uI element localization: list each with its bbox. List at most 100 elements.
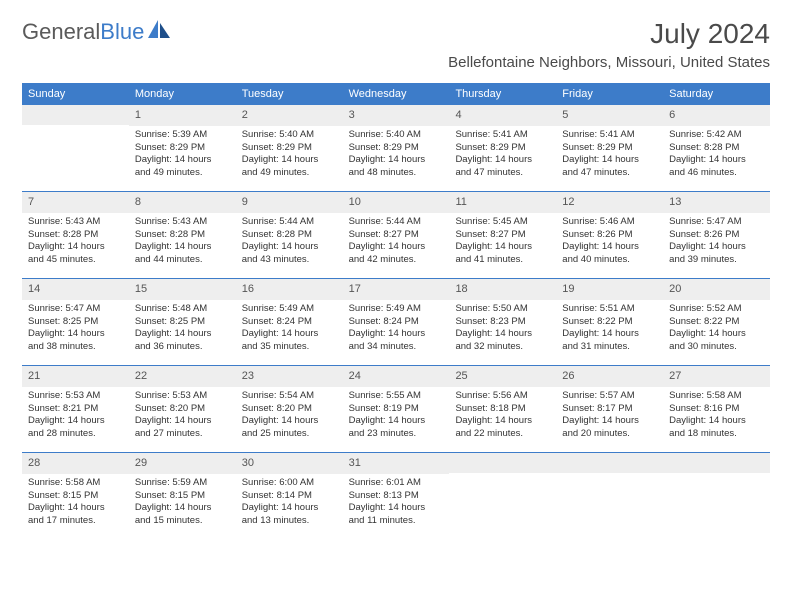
sunset-text: Sunset: 8:25 PM	[28, 316, 123, 329]
daylight-text: Daylight: 14 hours and 22 minutes.	[455, 415, 550, 441]
month-title: July 2024	[448, 18, 770, 50]
sunset-text: Sunset: 8:26 PM	[562, 229, 657, 242]
logo-sail-icon	[146, 18, 172, 45]
day-cell	[22, 105, 129, 191]
sunrise-text: Sunrise: 5:54 AM	[242, 390, 337, 403]
sunset-text: Sunset: 8:13 PM	[349, 490, 444, 503]
sunset-text: Sunset: 8:22 PM	[562, 316, 657, 329]
day-cell: 16Sunrise: 5:49 AMSunset: 8:24 PMDayligh…	[236, 279, 343, 365]
sunrise-text: Sunrise: 5:48 AM	[135, 303, 230, 316]
day-body: Sunrise: 5:53 AMSunset: 8:21 PMDaylight:…	[22, 387, 129, 447]
day-number: 6	[663, 105, 770, 126]
day-number: 21	[22, 366, 129, 387]
logo-part1: General	[22, 19, 100, 44]
daylight-text: Daylight: 14 hours and 46 minutes.	[669, 154, 764, 180]
day-body: Sunrise: 5:45 AMSunset: 8:27 PMDaylight:…	[449, 213, 556, 273]
day-body: Sunrise: 5:43 AMSunset: 8:28 PMDaylight:…	[129, 213, 236, 273]
day-cell: 15Sunrise: 5:48 AMSunset: 8:25 PMDayligh…	[129, 279, 236, 365]
week-row: 14Sunrise: 5:47 AMSunset: 8:25 PMDayligh…	[22, 278, 770, 365]
sunrise-text: Sunrise: 5:58 AM	[28, 477, 123, 490]
daylight-text: Daylight: 14 hours and 47 minutes.	[562, 154, 657, 180]
sunset-text: Sunset: 8:28 PM	[28, 229, 123, 242]
day-cell: 4Sunrise: 5:41 AMSunset: 8:29 PMDaylight…	[449, 105, 556, 191]
daylight-text: Daylight: 14 hours and 42 minutes.	[349, 241, 444, 267]
day-body: Sunrise: 5:44 AMSunset: 8:28 PMDaylight:…	[236, 213, 343, 273]
day-number: 9	[236, 192, 343, 213]
sunrise-text: Sunrise: 5:43 AM	[28, 216, 123, 229]
daylight-text: Daylight: 14 hours and 38 minutes.	[28, 328, 123, 354]
day-cell: 13Sunrise: 5:47 AMSunset: 8:26 PMDayligh…	[663, 192, 770, 278]
day-cell: 7Sunrise: 5:43 AMSunset: 8:28 PMDaylight…	[22, 192, 129, 278]
day-header-cell: Sunday	[22, 83, 129, 105]
day-number: 19	[556, 279, 663, 300]
daylight-text: Daylight: 14 hours and 28 minutes.	[28, 415, 123, 441]
sunset-text: Sunset: 8:28 PM	[669, 142, 764, 155]
week-row: 28 Sunrise: 5:58 AMSunset: 8:15 PMDayligh…	[22, 452, 770, 539]
day-number	[663, 453, 770, 473]
daylight-text: Daylight: 14 hours and 20 minutes.	[562, 415, 657, 441]
sunrise-text: Sunrise: 5:56 AM	[455, 390, 550, 403]
day-body: Sunrise: 5:40 AMSunset: 8:29 PMDaylight:…	[343, 126, 450, 186]
sunrise-text: Sunrise: 5:47 AM	[28, 303, 123, 316]
sunrise-text: Sunrise: 5:49 AM	[242, 303, 337, 316]
daylight-text: Daylight: 14 hours and 40 minutes.	[562, 241, 657, 267]
day-number: 30	[236, 453, 343, 474]
logo-text: GeneralBlue	[22, 19, 144, 45]
day-body: Sunrise: 5:44 AMSunset: 8:27 PMDaylight:…	[343, 213, 450, 273]
day-number: 4	[449, 105, 556, 126]
day-body: Sunrise: 5:39 AMSunset: 8:29 PMDaylight:…	[129, 126, 236, 186]
sunset-text: Sunset: 8:23 PM	[455, 316, 550, 329]
daylight-text: Daylight: 14 hours and 43 minutes.	[242, 241, 337, 267]
day-body: Sunrise: 5:57 AMSunset: 8:17 PMDaylight:…	[556, 387, 663, 447]
day-cell: 22Sunrise: 5:53 AMSunset: 8:20 PMDayligh…	[129, 366, 236, 452]
header-right: July 2024 Bellefontaine Neighbors, Misso…	[448, 18, 770, 71]
page-header: GeneralBlue July 2024 Bellefontaine Neig…	[22, 18, 770, 71]
sunset-text: Sunset: 8:15 PM	[28, 490, 123, 503]
day-number	[22, 105, 129, 125]
day-number: 10	[343, 192, 450, 213]
sunset-text: Sunset: 8:29 PM	[455, 142, 550, 155]
day-cell: 12Sunrise: 5:46 AMSunset: 8:26 PMDayligh…	[556, 192, 663, 278]
day-body: Sunrise: 5:50 AMSunset: 8:23 PMDaylight:…	[449, 300, 556, 360]
sunset-text: Sunset: 8:20 PM	[242, 403, 337, 416]
day-cell: 11Sunrise: 5:45 AMSunset: 8:27 PMDayligh…	[449, 192, 556, 278]
sunset-text: Sunset: 8:16 PM	[669, 403, 764, 416]
sunset-text: Sunset: 8:28 PM	[242, 229, 337, 242]
sunset-text: Sunset: 8:29 PM	[135, 142, 230, 155]
day-cell: 26Sunrise: 5:57 AMSunset: 8:17 PMDayligh…	[556, 366, 663, 452]
sunrise-text: Sunrise: 6:01 AM	[349, 477, 444, 490]
day-body: Sunrise: 5:54 AMSunset: 8:20 PMDaylight:…	[236, 387, 343, 447]
day-body: Sunrise: 5:42 AMSunset: 8:28 PMDaylight:…	[663, 126, 770, 186]
day-cell: 2Sunrise: 5:40 AMSunset: 8:29 PMDaylight…	[236, 105, 343, 191]
daylight-text: Daylight: 14 hours and 41 minutes.	[455, 241, 550, 267]
sunset-text: Sunset: 8:27 PM	[349, 229, 444, 242]
sunset-text: Sunset: 8:24 PM	[242, 316, 337, 329]
sunrise-text: Sunrise: 5:58 AM	[669, 390, 764, 403]
sunset-text: Sunset: 8:29 PM	[242, 142, 337, 155]
sunset-text: Sunset: 8:18 PM	[455, 403, 550, 416]
daylight-text: Daylight: 14 hours and 17 minutes.	[28, 502, 123, 528]
sunrise-text: Sunrise: 5:49 AM	[349, 303, 444, 316]
daylight-text: Daylight: 14 hours and 35 minutes.	[242, 328, 337, 354]
day-number: 5	[556, 105, 663, 126]
day-body: Sunrise: 5:59 AMSunset: 8:15 PMDaylight:…	[129, 474, 236, 534]
day-body: Sunrise: 5:51 AMSunset: 8:22 PMDaylight:…	[556, 300, 663, 360]
sunset-text: Sunset: 8:24 PM	[349, 316, 444, 329]
day-header-row: SundayMondayTuesdayWednesdayThursdayFrid…	[22, 83, 770, 105]
day-cell: 20Sunrise: 5:52 AMSunset: 8:22 PMDayligh…	[663, 279, 770, 365]
sunrise-text: Sunrise: 6:00 AM	[242, 477, 337, 490]
day-body: Sunrise: 5:43 AMSunset: 8:28 PMDaylight:…	[22, 213, 129, 273]
day-cell: 5Sunrise: 5:41 AMSunset: 8:29 PMDaylight…	[556, 105, 663, 191]
day-number: 28	[22, 453, 129, 474]
day-body: Sunrise: 5:47 AMSunset: 8:26 PMDaylight:…	[663, 213, 770, 273]
sunrise-text: Sunrise: 5:55 AM	[349, 390, 444, 403]
day-body: Sunrise: 5:48 AMSunset: 8:25 PMDaylight:…	[129, 300, 236, 360]
daylight-text: Daylight: 14 hours and 34 minutes.	[349, 328, 444, 354]
daylight-text: Daylight: 14 hours and 27 minutes.	[135, 415, 230, 441]
day-cell	[556, 453, 663, 539]
day-cell: 14Sunrise: 5:47 AMSunset: 8:25 PMDayligh…	[22, 279, 129, 365]
day-number: 1	[129, 105, 236, 126]
sunrise-text: Sunrise: 5:41 AM	[455, 129, 550, 142]
day-number: 13	[663, 192, 770, 213]
daylight-text: Daylight: 14 hours and 36 minutes.	[135, 328, 230, 354]
